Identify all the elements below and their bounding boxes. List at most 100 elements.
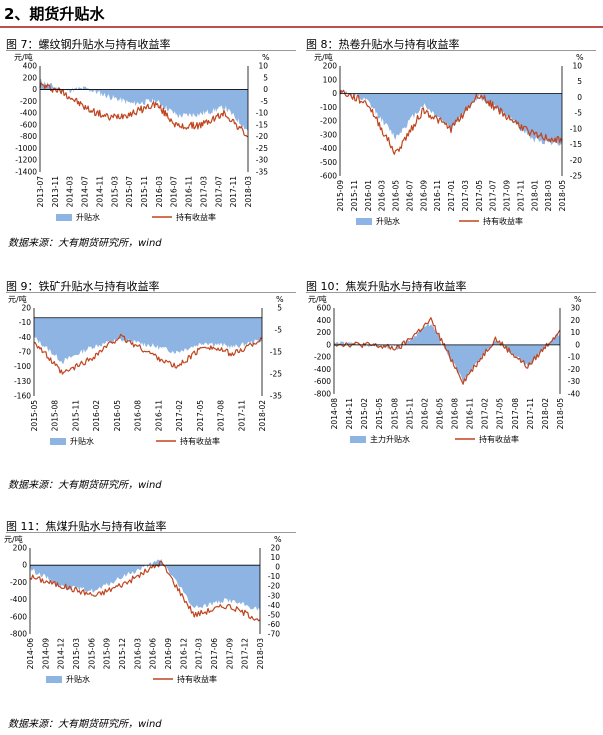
- left-tick-label: 200: [23, 73, 38, 82]
- x-tick-label: 2017-02: [175, 400, 184, 432]
- x-tick-label: 2014-03: [66, 176, 75, 208]
- left-tick-label: 200: [323, 62, 338, 71]
- area-series-升贴水: [34, 317, 262, 364]
- right-tick-label: -25: [270, 370, 282, 379]
- left-tick-label: 0: [326, 340, 331, 349]
- x-tick-label: 2017-09: [225, 638, 234, 670]
- x-tick-label: 2017-11: [229, 176, 238, 208]
- x-tick-label: 2017-09: [503, 180, 512, 212]
- area-series-升贴水: [30, 558, 260, 611]
- x-tick-label: 2015-11: [71, 400, 80, 432]
- left-tick-label: -70: [19, 348, 31, 357]
- x-tick-label: 2016-07: [170, 176, 179, 208]
- x-tick-label: 2017-11: [237, 400, 246, 432]
- left-tick-label: -800: [10, 630, 27, 639]
- left-tick-label: -600: [20, 120, 37, 129]
- area-series-升贴水: [340, 89, 562, 146]
- chart-title: 图 9：铁矿升贴水与持有收益率: [6, 280, 160, 293]
- right-tick-label: 0: [575, 340, 580, 349]
- x-tick-label: 2016-11: [154, 400, 163, 432]
- right-tick-label: -30: [256, 156, 268, 165]
- x-tick-label: 2017-06: [210, 638, 219, 670]
- line-series-持有收益率: [39, 82, 249, 138]
- left-tick-label: -400: [20, 109, 37, 118]
- right-tick-label: 0: [577, 93, 582, 102]
- x-tick-label: 2016-02: [420, 398, 429, 430]
- x-tick-label: 2015-12: [118, 638, 127, 670]
- x-tick-label: 2015-09: [103, 638, 112, 670]
- x-tick-label: 2018-01: [530, 180, 539, 212]
- chart-panel-fig8: 图 8：热卷升贴水与持有收益率 元/吨% 200 100 0 -100 -200 -300-…: [306, 36, 596, 256]
- x-tick-label: 2017-03: [461, 180, 470, 212]
- right-tick-label: 0: [275, 563, 280, 572]
- x-tick-label: 2016-01: [364, 180, 373, 212]
- title-divider: [0, 26, 603, 28]
- right-tick-label: -35: [256, 168, 268, 177]
- x-tick-label: 2017-02: [481, 398, 490, 430]
- x-tick-label: 2015-03: [72, 638, 81, 670]
- right-tick-label: -35: [270, 392, 282, 401]
- legend-label: 持有收益率: [180, 436, 220, 446]
- left-axis-unit: 元/吨: [4, 534, 23, 544]
- left-tick-label: 600: [317, 304, 332, 313]
- x-tick-label: 2018-03: [256, 638, 265, 670]
- chart-fig8: 元/吨 % 200 100 0 -100 -200 -300 -400 -500 -600 10 5 0 -…: [314, 52, 584, 226]
- chart-fig10: 元/吨 % 600 400 200 0 -200 -400 -600 -800 30 20 10 0 -10…: [308, 294, 582, 444]
- x-tick-label: 2014-12: [57, 638, 66, 670]
- right-tick-label: 0: [263, 85, 268, 94]
- data-source: 数据来源：大有期货研究所，wind: [8, 480, 162, 491]
- legend-swatch-area: [56, 214, 72, 221]
- x-tick-label: 2016-08: [451, 398, 460, 430]
- right-tick-label: -10: [568, 353, 580, 362]
- line-series-持有收益率: [333, 317, 561, 385]
- right-tick-label: -15: [570, 140, 582, 149]
- x-tick-label: 2016-08: [134, 400, 143, 432]
- left-tick-label: 200: [13, 544, 28, 553]
- legend-label: 持有收益率: [483, 216, 523, 226]
- left-tick-label: -40: [19, 333, 31, 342]
- left-tick-label: -600: [314, 377, 331, 386]
- x-tick-label: 2014-07: [81, 176, 90, 208]
- page-title: 2、期货升贴水: [4, 5, 105, 23]
- chart-fig7: 元/吨 %4002000-200-400-600-800-1000-1200-14…: [14, 52, 270, 222]
- x-tick-label: 2016-07: [405, 180, 414, 212]
- chart-panel-fig7: 图 7：螺纹钢升贴水与持有收益率 元/吨% 400 200 0 -200 -400 -600…: [6, 36, 296, 256]
- left-axis-unit: 元/吨: [8, 294, 27, 304]
- right-tick-label: 20: [270, 544, 280, 553]
- legend-label: 持有收益率: [479, 434, 519, 444]
- left-tick-label: -1400: [15, 168, 37, 177]
- left-tick-label: 100: [323, 75, 338, 84]
- data-source: 数据来源：大有期货研究所，wind: [8, 719, 162, 730]
- right-tick-label: -5: [261, 97, 269, 106]
- right-tick-label: -20: [568, 365, 580, 374]
- line-series-持有收益率: [29, 560, 261, 622]
- right-tick-label: -20: [570, 156, 582, 165]
- right-tick-label: -5: [575, 109, 583, 118]
- right-tick-label: -20: [256, 132, 268, 141]
- right-tick-label: -20: [268, 582, 280, 591]
- right-tick-label: 10: [570, 328, 580, 337]
- data-source: 数据来源：大有期货研究所，wind: [8, 238, 162, 249]
- caption-divider: [306, 50, 596, 51]
- area-series-升贴水: [40, 78, 248, 131]
- x-tick-label: 2014-06: [26, 638, 35, 670]
- left-axis-unit: 元/吨: [308, 294, 327, 304]
- chart-panel-fig11: 图 11：焦煤升贴水与持有收益率 元/吨% 200 0 -200 -400 -600 -80…: [4, 518, 296, 733]
- right-tick-label: 20: [570, 316, 580, 325]
- left-tick-label: -800: [314, 390, 331, 399]
- right-tick-label: 10: [270, 553, 280, 562]
- left-tick-label: 200: [317, 328, 332, 337]
- area-series-主力升贴水: [334, 322, 560, 384]
- x-tick-label: 2015-11: [140, 176, 149, 208]
- right-tick-label: -50: [268, 610, 280, 619]
- caption-divider: [6, 50, 296, 51]
- legend-swatch-area: [350, 436, 366, 443]
- legend-label: 升贴水: [76, 212, 100, 222]
- right-tick-label: -30: [268, 591, 280, 600]
- x-tick-label: 2015-07: [125, 176, 134, 208]
- x-tick-label: 2017-05: [475, 180, 484, 212]
- left-axis-unit: 元/吨: [314, 52, 333, 62]
- x-tick-label: 2014-11: [345, 398, 354, 430]
- left-tick-label: 0: [22, 561, 27, 570]
- x-tick-label: 2017-07: [214, 176, 223, 208]
